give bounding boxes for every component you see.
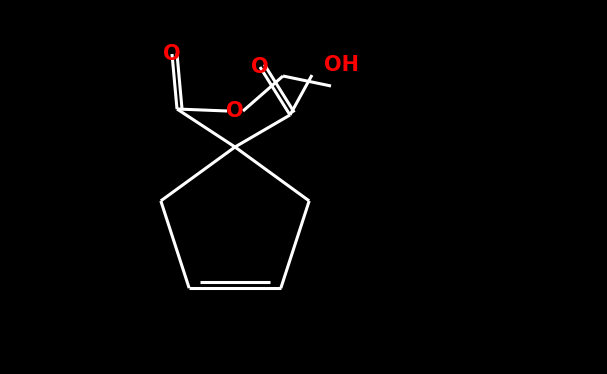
Text: O: O bbox=[163, 44, 181, 64]
Text: OH: OH bbox=[324, 55, 359, 75]
Text: O: O bbox=[226, 101, 244, 121]
Text: O: O bbox=[251, 57, 269, 77]
